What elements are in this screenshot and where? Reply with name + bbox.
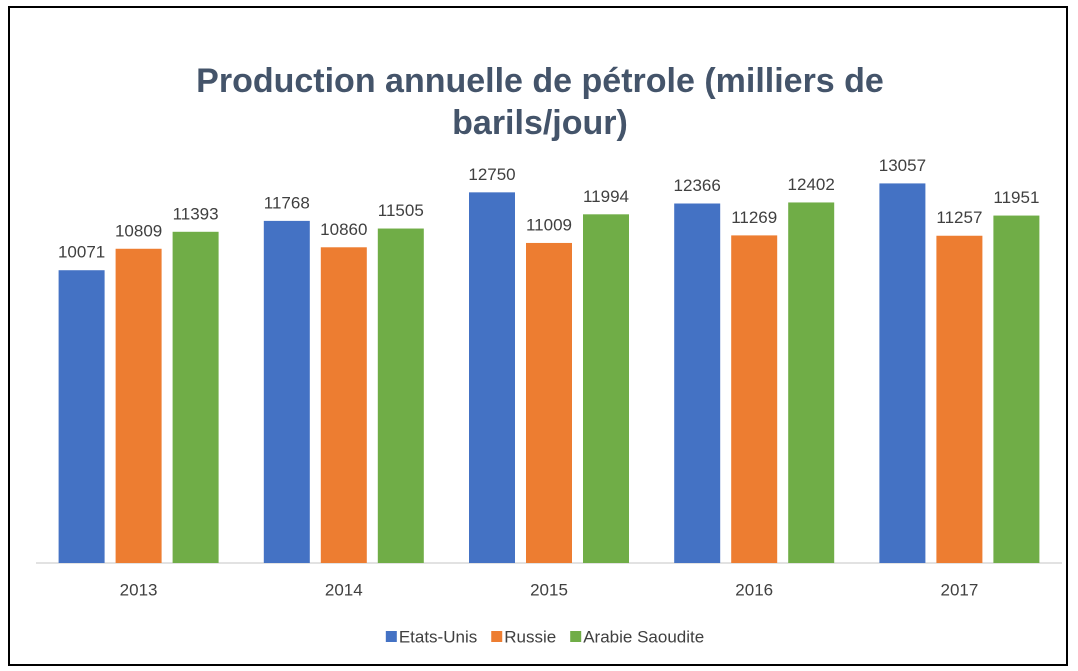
bar — [788, 202, 835, 563]
bar — [320, 247, 367, 563]
value-label: 11768 — [264, 193, 310, 212]
bar — [993, 215, 1040, 563]
x-tick-label: 2013 — [120, 580, 158, 599]
x-tick-label: 2017 — [940, 580, 978, 599]
chart-title: Production annuelle de pétrole (milliers… — [196, 62, 884, 142]
value-label: 10860 — [320, 220, 367, 239]
bar — [731, 235, 778, 563]
bar — [263, 220, 310, 563]
value-label: 11257 — [936, 208, 982, 227]
bar — [936, 235, 983, 564]
value-label: 10071 — [58, 243, 105, 262]
x-tick-label: 2016 — [735, 580, 773, 599]
bar — [377, 228, 424, 564]
bar — [879, 183, 926, 563]
value-label: 13057 — [879, 156, 926, 175]
legend-label: Russie — [504, 627, 556, 646]
bar — [469, 192, 515, 563]
x-tick-label: 2015 — [530, 580, 568, 599]
x-tick-label: 2014 — [325, 580, 363, 599]
bar — [115, 248, 162, 564]
bar — [58, 270, 105, 563]
value-label: 11994 — [583, 187, 629, 206]
legend-label: Arabie Saoudite — [583, 627, 704, 646]
chart-frame — [8, 6, 1068, 666]
bar — [526, 242, 572, 563]
value-label: 12750 — [468, 165, 515, 184]
legend-swatch — [570, 631, 582, 642]
value-label: 11009 — [526, 215, 572, 234]
value-label: 12402 — [788, 175, 835, 194]
value-label: 12366 — [674, 176, 721, 195]
value-label: 11505 — [378, 201, 424, 220]
bar — [583, 214, 629, 563]
bar — [674, 203, 721, 563]
value-label: 10809 — [115, 221, 162, 240]
value-label: 11951 — [993, 188, 1039, 207]
legend-swatch — [491, 631, 503, 642]
value-label: 11393 — [173, 204, 219, 223]
legend-swatch — [385, 631, 397, 642]
value-label: 11269 — [731, 208, 777, 227]
bar — [172, 231, 219, 563]
legend-label: Etats-Unis — [399, 627, 477, 646]
